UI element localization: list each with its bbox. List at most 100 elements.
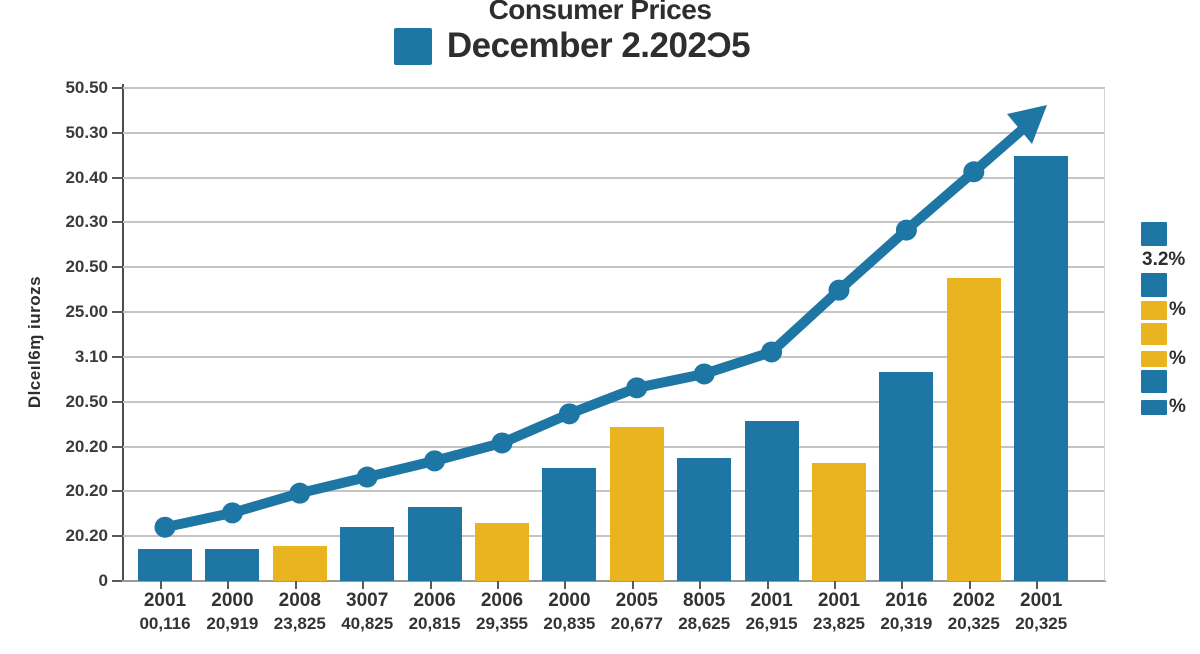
data-point-marker — [693, 363, 715, 385]
x-tick-year-label: 2001 — [143, 590, 187, 611]
x-tick-mark — [160, 581, 162, 589]
x-tick-value-label: 23,825 — [813, 614, 865, 633]
x-tick-mark — [766, 581, 769, 589]
data-point-marker — [289, 482, 311, 504]
plot-area — [123, 87, 1105, 581]
x-tick-mark — [699, 581, 702, 589]
legend-swatch-icon — [1141, 399, 1167, 415]
x-tick-year-label: 2016 — [885, 590, 928, 611]
x-tick-year-label: 2005 — [615, 590, 658, 611]
data-point-marker — [154, 516, 176, 538]
y-axis-line — [122, 84, 124, 582]
x-tick-value-label: 20,677 — [610, 614, 663, 633]
legend-item — [1141, 370, 1167, 393]
gridline-right — [1104, 88, 1105, 581]
y-tick-label: 20.40 — [65, 167, 108, 187]
x-tick-year-label: 3007 — [346, 590, 389, 611]
x-tick-value-label: 40,825 — [341, 614, 394, 633]
x-tick-mark — [429, 581, 432, 589]
y-tick-mark — [112, 490, 122, 493]
legend-swatch-icon — [1141, 273, 1167, 297]
data-point-marker — [221, 502, 243, 524]
x-tick-year-label: 2001 — [817, 590, 861, 611]
bar — [1014, 156, 1069, 581]
legend-swatch-icon — [1141, 222, 1167, 246]
legend-label: % — [1169, 299, 1186, 320]
y-tick-mark — [112, 131, 122, 134]
legend-swatch-icon — [1141, 351, 1167, 367]
x-tick-value-label: 23,825 — [273, 614, 326, 633]
gridline — [123, 311, 1105, 314]
chart-subtitle: December 2.202Ɔ5 — [446, 26, 751, 65]
x-tick-mark — [901, 581, 904, 589]
gridline — [123, 266, 1105, 269]
y-tick-label: 20.50 — [65, 391, 108, 411]
y-tick-label: 0 — [98, 571, 108, 590]
y-tick-label: 20.20 — [65, 481, 108, 501]
x-tick-value-label: 28,625 — [678, 614, 731, 633]
bar — [340, 527, 395, 581]
legend-item: 3.2% — [1141, 249, 1185, 271]
x-tick-year-label: 8005 — [683, 590, 726, 611]
x-tick-value-label: 20,319 — [880, 614, 933, 633]
gridline — [123, 176, 1105, 179]
x-tick-value-label: 00,116 — [139, 614, 191, 633]
y-tick-mark — [112, 266, 122, 269]
y-tick-mark — [112, 535, 122, 538]
x-tick-year-label: 2000 — [548, 590, 591, 611]
y-tick-label: 50.50 — [65, 78, 108, 97]
legend-label: % — [1169, 348, 1186, 369]
x-tick-mark — [227, 581, 230, 589]
bar — [542, 468, 597, 581]
data-point-marker — [558, 403, 580, 425]
x-tick-value-label: 20,325 — [1015, 614, 1068, 633]
x-tick-value-label: 20,325 — [947, 614, 1000, 633]
chart-title: Consumer Prices — [488, 0, 712, 25]
data-point-marker — [828, 279, 850, 301]
legend-item: % — [1141, 396, 1186, 418]
bar — [138, 549, 192, 581]
x-tick-value-label: 26,915 — [745, 614, 798, 633]
data-point-marker — [963, 161, 985, 183]
legend-item — [1141, 222, 1167, 246]
y-tick-mark — [112, 400, 122, 403]
x-tick-mark — [564, 581, 567, 589]
y-tick-mark — [112, 221, 122, 224]
y-tick-mark — [112, 87, 122, 89]
data-point-marker — [761, 341, 783, 363]
gridline — [123, 87, 1105, 89]
gridline — [123, 355, 1105, 358]
y-tick-label: 20.20 — [65, 436, 108, 456]
x-tick-year-label: 2001 — [1020, 590, 1063, 611]
bar — [205, 549, 260, 581]
x-tick-value-label: 20,815 — [408, 614, 461, 633]
legend-item: % — [1141, 348, 1186, 370]
x-tick-mark — [968, 581, 971, 589]
x-tick-year-label: 2008 — [278, 590, 321, 611]
chart-subtitle-row: December 2.202Ɔ5 — [0, 26, 1172, 66]
x-tick-year-label: 2006 — [480, 590, 524, 611]
x-tick-value-label: 20,919 — [206, 614, 259, 633]
bar — [946, 278, 1001, 581]
y-tick-label: 3.10 — [74, 346, 108, 366]
x-tick-mark — [362, 581, 365, 589]
data-point-marker — [626, 377, 648, 399]
x-tick-mark — [294, 581, 297, 589]
trend-line — [163, 124, 1028, 533]
bar — [609, 426, 664, 581]
data-point-marker — [491, 432, 513, 454]
trend-line-layer — [154, 105, 1047, 538]
bar — [812, 463, 866, 581]
x-tick-value-label: 20,835 — [543, 614, 596, 633]
y-tick-label: 20.30 — [65, 212, 108, 232]
x-tick-year-label: 2002 — [952, 590, 995, 611]
data-point-marker — [424, 450, 446, 472]
legend-label: % — [1169, 396, 1186, 417]
bar — [407, 507, 462, 581]
x-tick-year-label: 2000 — [211, 590, 254, 611]
bar — [879, 372, 934, 581]
x-tick-mark — [1036, 581, 1039, 589]
legend-swatch-icon — [1141, 300, 1167, 320]
gridline — [123, 221, 1105, 224]
y-tick-mark — [112, 311, 122, 314]
